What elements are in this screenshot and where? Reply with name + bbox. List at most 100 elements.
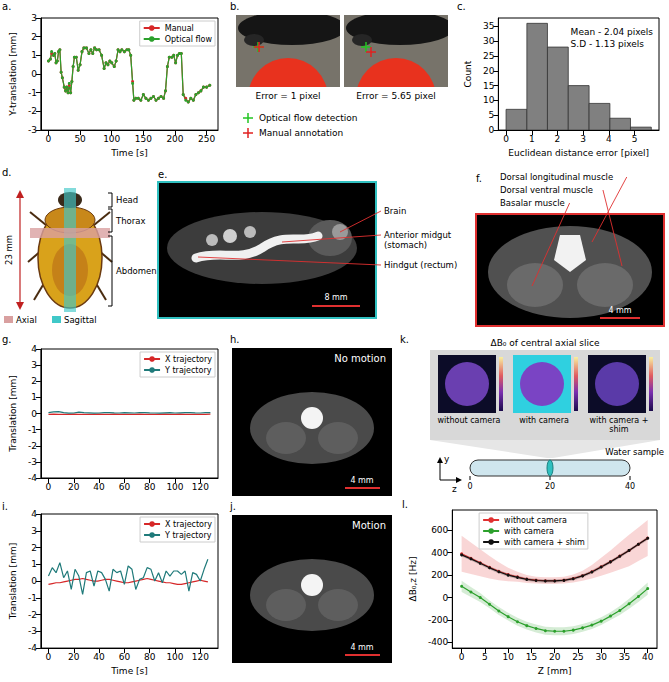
svg-text:100: 100 [103,134,120,144]
svg-text:Sagittal: Sagittal [64,315,97,325]
svg-text:1: 1 [529,134,535,144]
svg-text:3: 3 [31,526,37,536]
svg-text:Manual annotation: Manual annotation [259,128,343,138]
svg-text:Euclidean distance error [pixe: Euclidean distance error [pixel] [508,148,649,158]
svg-text:Axial: Axial [16,315,37,325]
svg-text:X trajectory: X trajectory [165,520,212,529]
svg-text:2: 2 [555,134,561,144]
svg-text:40: 40 [93,482,105,492]
svg-text:4 mm: 4 mm [350,643,373,652]
svg-text:z: z [452,484,457,494]
svg-text:Count: Count [463,60,473,87]
svg-text:60: 60 [119,652,131,662]
svg-text:Water sample: Water sample [605,447,664,457]
svg-text:0: 0 [31,409,37,419]
svg-text:20: 20 [483,66,495,76]
svg-text:5: 5 [489,110,495,120]
svg-text:Translation [mm]: Translation [mm] [8,543,18,620]
svg-text:Anterior midgut: Anterior midgut [384,230,452,240]
svg-text:1: 1 [31,559,37,569]
svg-text:23 mm: 23 mm [4,235,14,265]
svg-text:120: 120 [192,652,209,662]
svg-text:4: 4 [31,344,37,354]
svg-text:4: 4 [31,509,37,519]
svg-text:35: 35 [483,21,494,31]
svg-text:Head: Head [116,195,138,205]
svg-text:e.: e. [158,169,167,180]
svg-text:2: 2 [31,376,37,386]
svg-text:Y trajectory: Y trajectory [164,366,212,375]
svg-text:60: 60 [119,482,131,492]
svg-text:4: 4 [606,134,612,144]
svg-text:400: 400 [431,548,448,558]
svg-text:S.D - 1.13 pixels: S.D - 1.13 pixels [571,39,645,49]
svg-text:80: 80 [144,482,156,492]
svg-text:20: 20 [545,482,555,491]
svg-text:Translation [mm]: Translation [mm] [8,375,18,452]
svg-text:Optical flow detection: Optical flow detection [259,113,358,123]
svg-text:5: 5 [632,134,638,144]
svg-text:Hindgut (rectum): Hindgut (rectum) [384,260,457,270]
svg-text:1: 1 [31,50,37,60]
svg-text:35: 35 [619,652,630,662]
svg-text:40: 40 [625,482,635,491]
svg-text:15: 15 [483,81,494,91]
svg-text:k.: k. [400,334,409,345]
svg-text:y: y [444,454,450,464]
svg-text:200: 200 [431,570,448,580]
svg-text:Dorsal ventral muscle: Dorsal ventral muscle [500,185,593,195]
svg-text:-2: -2 [28,106,37,116]
svg-text:-4: -4 [28,643,37,653]
svg-text:with camera: with camera [519,416,569,425]
svg-text:25: 25 [572,652,583,662]
svg-text:-1: -1 [28,88,37,98]
svg-text:j.: j. [229,501,236,512]
svg-text:l.: l. [402,499,408,510]
svg-text:-400: -400 [428,637,449,647]
svg-text:-3: -3 [28,125,37,135]
svg-text:i.: i. [2,501,8,512]
svg-text:b.: b. [230,1,240,12]
svg-text:Z [mm]: Z [mm] [538,666,572,676]
svg-text:-1: -1 [28,425,37,435]
svg-text:100: 100 [166,652,183,662]
svg-text:g.: g. [2,334,12,345]
svg-text:50: 50 [74,134,86,144]
svg-text:Brain: Brain [384,206,406,216]
svg-text:2: 2 [31,543,37,553]
svg-text:with camera +: with camera + [590,416,649,425]
svg-text:ΔB₀ of central axial slice: ΔB₀ of central axial slice [490,338,599,348]
svg-text:0: 0 [31,69,37,79]
svg-text:0: 0 [489,125,495,135]
svg-text:25: 25 [483,51,494,61]
svg-text:4 mm: 4 mm [350,476,373,485]
svg-text:Basalar muscle: Basalar muscle [500,198,565,208]
svg-text:with camera + shim: with camera + shim [504,538,585,547]
svg-text:Optical flow: Optical flow [165,35,213,44]
svg-text:20: 20 [549,652,561,662]
svg-text:Manual: Manual [165,24,194,33]
svg-text:3: 3 [31,360,37,370]
svg-text:a.: a. [2,1,11,12]
svg-text:Y-translation [mm]: Y-translation [mm] [8,32,18,117]
svg-text:8 mm: 8 mm [324,293,347,302]
svg-text:Time [s]: Time [s] [110,148,148,158]
svg-text:10: 10 [502,652,514,662]
svg-text:c.: c. [457,1,466,12]
svg-text:-1: -1 [28,593,37,603]
svg-text:No motion: No motion [334,353,386,364]
svg-text:120: 120 [192,482,209,492]
svg-text:Mean - 2.04 pixels: Mean - 2.04 pixels [571,27,654,37]
svg-text:without camera: without camera [504,516,567,525]
svg-text:Abdomen: Abdomen [116,266,157,276]
svg-text:0: 0 [46,482,52,492]
svg-text:3: 3 [31,13,37,23]
svg-text:40: 40 [642,652,654,662]
svg-text:10: 10 [483,95,495,105]
svg-text:shim: shim [609,425,628,434]
svg-text:ΔB₀,z [Hz]: ΔB₀,z [Hz] [408,557,418,602]
svg-text:(stomach): (stomach) [384,240,427,250]
svg-text:-3: -3 [28,626,37,636]
svg-text:250: 250 [198,134,215,144]
svg-text:d.: d. [2,167,12,178]
